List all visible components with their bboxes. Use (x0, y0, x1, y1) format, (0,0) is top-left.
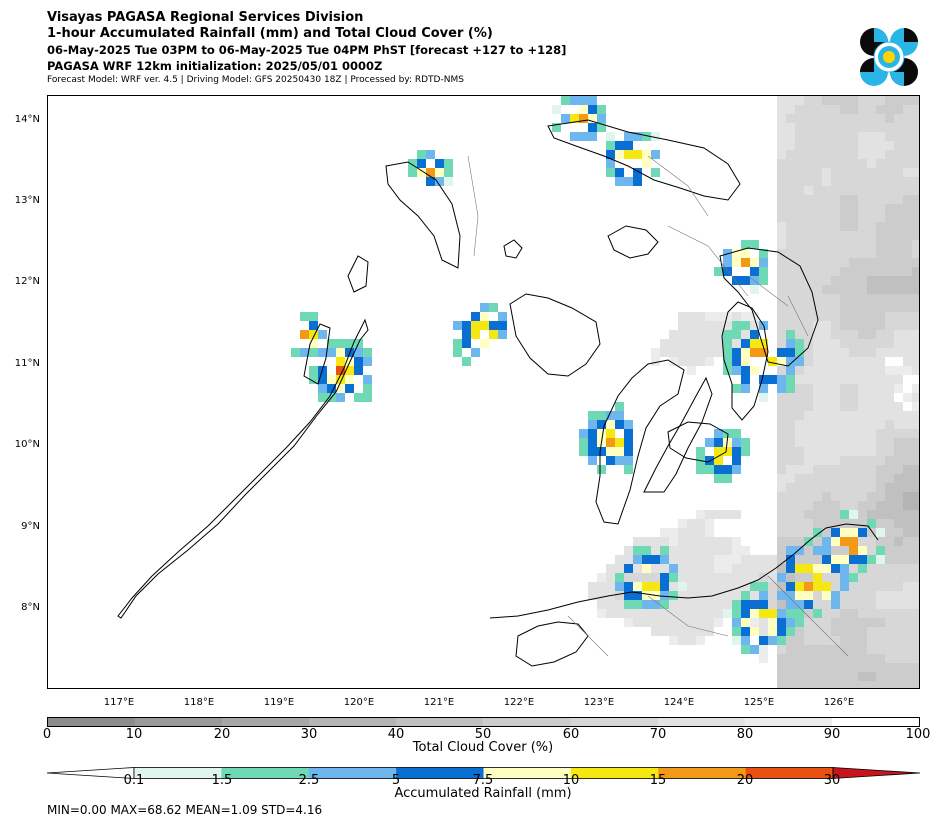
lat-label: 11°N (14, 358, 40, 369)
cloud-colorbar-label: Total Cloud Cover (%) (412, 740, 554, 755)
lon-label: 124°E (663, 697, 695, 708)
leyte-coastline (721, 301, 769, 421)
lat-label: 8°N (21, 602, 40, 613)
cloud-colorbar-segment (744, 718, 832, 726)
lon-label: 119°E (263, 697, 295, 708)
cloud-colorbar-segment (831, 718, 919, 726)
cloud-colorbar-segment (570, 718, 658, 726)
zamboanga-coastline (515, 621, 589, 667)
rainfall-layer (291, 96, 885, 654)
cloud-tick: 0 (42, 727, 52, 742)
rain-colorbar-segment (134, 767, 222, 779)
rainfall-cloud-map (47, 95, 920, 689)
lat-label: 12°N (14, 276, 40, 287)
cloud-tick: 40 (387, 727, 405, 742)
rain-colorbar-segment (745, 767, 834, 779)
rain-tick: 1.5 (211, 773, 233, 788)
cebu-coastline (643, 376, 713, 493)
rain-tick: 2.5 (298, 773, 320, 788)
cloud-colorbar-segment (222, 718, 310, 726)
rain-tick: 20 (736, 773, 754, 788)
cloud-colorbar-segment (396, 718, 484, 726)
rain-tick: 0.1 (123, 773, 145, 788)
rain-colorbar-segment (570, 767, 659, 779)
rainfall-colorbar (46, 764, 921, 779)
rain-colorbar-segment (221, 767, 310, 779)
mindoro-coastline (385, 161, 461, 269)
lon-label: 121°E (423, 697, 455, 708)
lon-label: 122°E (503, 697, 535, 708)
cloud-colorbar-segment (483, 718, 571, 726)
palawan-north-islands (303, 323, 331, 385)
cloud-tick: 10 (125, 727, 143, 742)
lat-label: 13°N (14, 195, 40, 206)
title-model-info: Forecast Model: WRF ver. 4.5 | Driving M… (47, 75, 464, 85)
cloud-tick: 30 (300, 727, 318, 742)
calamian-islands (347, 255, 369, 293)
marinduque-romblon (503, 239, 523, 259)
bohol-coastline (667, 421, 729, 463)
rain-colorbar-under-extension (46, 767, 135, 779)
masbate-coastline (607, 225, 659, 259)
rain-tick: 10 (562, 773, 580, 788)
title-line-2: 1-hour Accumulated Rainfall (mm) and Tot… (47, 26, 493, 41)
lon-label: 123°E (583, 697, 615, 708)
cloud-colorbar-segment (309, 718, 397, 726)
map-canvas (117, 96, 919, 688)
statistics-summary: MIN=0.00 MAX=68.62 MEAN=1.09 STD=4.16 (47, 803, 323, 817)
cloud-colorbar-segment (48, 718, 136, 726)
rain-colorbar-segment (483, 767, 572, 779)
title-valid-time: 06-May-2025 Tue 03PM to 06-May-2025 Tue … (47, 43, 567, 57)
cloud-tick: 90 (823, 727, 841, 742)
panay-coastline (509, 293, 601, 377)
rain-tick: 5 (391, 773, 401, 788)
rain-tick: 30 (823, 773, 841, 788)
rain-colorbar-segment (658, 767, 747, 779)
title-line-1: Visayas PAGASA Regional Services Divisio… (47, 10, 364, 25)
samar-coastline (719, 247, 819, 367)
palawan-coastline (117, 318, 369, 619)
cloud-tick: 80 (736, 727, 754, 742)
rain-colorbar-label: Accumulated Rainfall (mm) (394, 786, 572, 801)
rain-tick: 15 (649, 773, 667, 788)
rain-colorbar-over-extension (832, 767, 921, 779)
lon-label: 126°E (823, 697, 855, 708)
rain-colorbar-segment (308, 767, 397, 779)
cloud-colorbar-segment (135, 718, 223, 726)
lon-label: 120°E (343, 697, 375, 708)
cloud-tick: 50 (474, 727, 492, 742)
cloud-tick: 20 (213, 727, 231, 742)
bicol-coastline (547, 119, 741, 201)
rain-tick: 7.5 (472, 773, 494, 788)
mindanao-north-coastline (489, 523, 879, 619)
lon-label: 125°E (743, 697, 775, 708)
gridlines-layer (467, 155, 849, 657)
lon-label: 117°E (103, 697, 135, 708)
cloud-tick: 100 (905, 727, 931, 742)
negros-coastline (595, 359, 685, 525)
cloud-colorbar-segment (657, 718, 745, 726)
lat-label: 9°N (21, 521, 40, 532)
cloud-cover-colorbar (47, 717, 920, 727)
lat-label: 14°N (14, 114, 40, 125)
cloud-tick: 70 (649, 727, 667, 742)
coastline-layer (117, 119, 879, 667)
lon-label: 118°E (183, 697, 215, 708)
title-initialization: PAGASA WRF 12km initialization: 2025/05/… (47, 59, 383, 73)
rain-colorbar-segment (396, 767, 484, 779)
pagasa-logo (860, 28, 918, 86)
cloud-tick: 60 (562, 727, 580, 742)
lat-label: 10°N (14, 439, 40, 450)
